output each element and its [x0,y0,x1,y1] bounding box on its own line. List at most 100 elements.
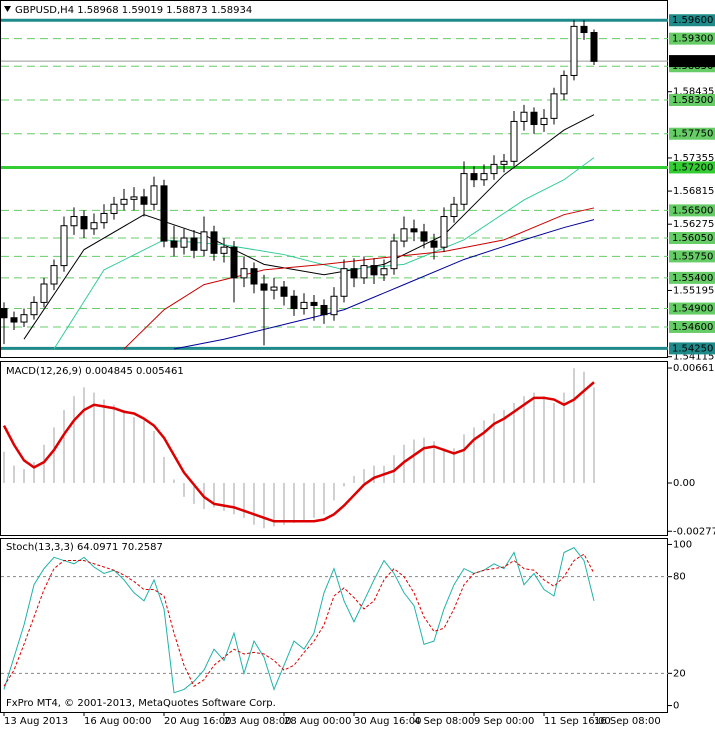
level-label-box [669,342,715,355]
candle-body [180,237,188,248]
candle-body [100,212,108,224]
candle-body [160,185,168,242]
candle-body [40,283,48,303]
x-tick-label: 30 Aug 16:00 [354,716,421,727]
last-price-label: 1.58934 [672,56,713,67]
macd-title: MACD(12,26,9) 0.004845 0.005461 [6,366,184,377]
candle-body [120,198,128,205]
stoch-line [3,553,595,687]
candle-body [70,216,78,227]
stoch-title: Stoch(13,3,3) 64.0971 70.2587 [6,542,163,553]
candle-body [260,283,268,291]
candle-body [150,185,158,205]
level-label-box [669,250,715,263]
candle-body [590,32,598,62]
candle-body [130,196,138,200]
y-tick-label: -0.002775 [673,526,715,537]
y-tick-label: 1.56275 [673,219,714,230]
candle-body [460,173,468,205]
candle-body [390,240,398,270]
last-price-box [669,55,715,68]
candle-body [520,111,528,122]
candle-body [550,93,558,119]
y-tick-label: 1.58435 [673,87,714,98]
candle-body [440,216,448,248]
candle-body [540,117,548,126]
x-tick-label: 11 Sep 16:00 [544,716,611,727]
x-tick-label: 4 Sep 08:00 [414,716,474,727]
candle-body [510,120,518,162]
moving-average [23,114,595,340]
level-label-box [669,32,715,45]
candle-body [50,265,58,285]
candle-body [420,231,428,242]
candle-body [240,268,248,279]
candle-body [480,173,488,181]
candle-body [140,196,148,205]
candle-body [20,314,28,323]
x-tick-label: 9 Sep 00:00 [474,716,534,727]
level-label: 1.56500 [672,205,713,216]
level-label: 1.59300 [672,34,713,45]
y-tick-label: 0.00 [673,478,695,489]
level-label: 1.55750 [672,251,713,262]
candle-body [30,301,38,316]
candle-body [220,246,228,254]
candle-body [500,160,508,165]
candle-body [320,304,328,316]
level-label-box [669,232,715,244]
candle-body [170,240,178,248]
candle-body [110,203,118,214]
y-tick-label: 0 [673,701,679,712]
stoch-line [3,547,595,694]
y-tick-label: 1.56815 [673,186,714,197]
stoch-frame [0,538,668,713]
candle-body [280,286,288,297]
x-tick-label: 16 Sep 08:00 [594,716,661,727]
candle-body [330,295,338,316]
level-label: 1.57200 [672,162,713,173]
level-label-box [669,271,715,284]
candle-body [90,222,98,230]
main-title: GBPUSD,H4 1.58968 1.59019 1.58873 1.5893… [15,5,252,16]
candle-body [530,111,538,126]
level-label-box [669,127,715,140]
candle-body [200,231,208,251]
level-label-box [669,320,715,333]
candle-body [190,237,198,251]
candle-body [400,228,408,242]
level-label: 1.59600 [672,15,713,26]
candle-body [360,265,368,279]
y-tick-label: 80 [673,572,686,583]
level-label: 1.56050 [672,233,713,244]
macd-frame [0,361,668,536]
level-label-box [669,93,715,106]
moving-average [173,219,595,350]
candle-body [580,25,588,34]
candle-body [450,203,458,218]
x-tick-label: 28 Aug 00:00 [284,716,351,727]
candle-body [380,268,388,276]
y-tick-label: 1.55195 [673,285,714,296]
candle-body [230,246,238,279]
y-tick-label: 100 [673,539,692,550]
main-frame [0,0,668,358]
symbol-icon [4,6,11,12]
candle-body [60,225,68,267]
level-label-box [669,161,715,174]
y-tick-label: 1.57355 [673,153,714,164]
copyright: FxPro MT4, © 2001-2013, MetaQuotes Softw… [6,698,276,709]
candle-body [350,268,358,279]
x-tick-label: 13 Aug 2013 [4,716,68,727]
x-tick-label: 20 Aug 16:00 [164,716,231,727]
candle-body [470,173,478,181]
candle-body [0,308,8,319]
candle-body [490,163,498,175]
signal-line [2,381,595,523]
candle-body [80,216,88,230]
candle-body [300,301,308,310]
level-label-box [669,14,715,27]
level-label-box [669,302,715,315]
level-label: 1.54900 [672,304,713,315]
